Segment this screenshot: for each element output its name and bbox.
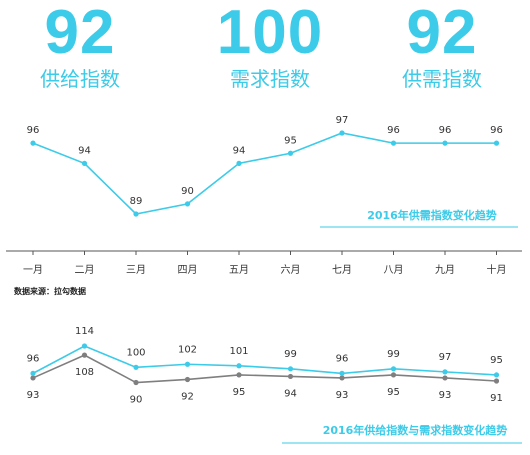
data-point-lower <box>30 375 36 381</box>
data-point <box>81 160 88 166</box>
data-point-lower <box>442 375 448 381</box>
data-point-upper <box>184 361 191 367</box>
data-point <box>287 150 294 156</box>
data-label: 96 <box>387 125 400 136</box>
data-point-upper <box>442 369 448 375</box>
chart-title: 2016年供给指数与需求指数变化趋势 <box>323 423 508 437</box>
data-label-upper: 95 <box>490 355 503 366</box>
data-point-upper <box>287 366 294 372</box>
data-point-lower <box>287 373 294 380</box>
data-label-upper: 96 <box>27 353 40 364</box>
source-note: 数据来源：拉勾数据 <box>14 287 86 296</box>
x-tick-label: 四月 <box>178 264 198 276</box>
supply-demand-index-label: 供需指数 <box>402 67 482 91</box>
data-label-lower: 94 <box>284 388 297 399</box>
x-tick-label: 二月 <box>75 264 95 276</box>
data-label-lower: 90 <box>130 395 143 406</box>
data-point-lower <box>493 378 500 384</box>
data-label-lower: 93 <box>27 390 40 401</box>
data-point-upper <box>81 343 88 349</box>
supply-vs-demand-trend-chart: 93 108 90 92 95 94 93 95 93 91 96 114 100 102 101 99 96 9… <box>27 326 522 444</box>
data-point <box>390 140 397 146</box>
data-label: 96 <box>490 125 503 136</box>
x-tick-label: 六月 <box>281 264 301 276</box>
data-point <box>184 201 191 207</box>
data-label-lower: 108 <box>75 367 94 378</box>
data-point-upper <box>390 366 397 372</box>
data-point-lower <box>133 379 139 386</box>
supply-demand-index-kpi: 92 供需指数 <box>382 0 502 90</box>
data-label: 89 <box>130 196 143 207</box>
data-point-upper <box>30 370 36 376</box>
data-label-upper: 97 <box>439 352 452 363</box>
data-label-upper: 99 <box>284 349 297 360</box>
data-point-lower <box>184 376 191 383</box>
data-point <box>493 140 500 146</box>
x-tick-label: 七月 <box>332 264 352 276</box>
data-label-lower: 92 <box>181 391 194 402</box>
data-label: 95 <box>284 135 297 146</box>
x-tick-label: 九月 <box>435 264 455 276</box>
x-tick-label: 三月 <box>126 264 146 276</box>
data-point-lower <box>236 372 242 378</box>
data-point-lower <box>339 375 345 381</box>
x-tick-label: 八月 <box>384 264 404 276</box>
data-point <box>339 130 345 136</box>
data-label-upper: 96 <box>336 353 349 364</box>
x-tick-label: 五月 <box>229 264 249 276</box>
data-label: 94 <box>233 145 246 156</box>
supply-index-kpi: 92 供给指数 <box>20 0 140 90</box>
supply-index-value: 92 <box>44 0 116 67</box>
chart-title: 2016年供需指数变化趋势 <box>367 208 497 222</box>
series-line <box>32 132 497 215</box>
demand-index-kpi: 100 需求指数 <box>200 0 340 90</box>
data-point-upper <box>236 363 242 369</box>
x-tick-label: 十月 <box>487 263 507 276</box>
data-label: 90 <box>181 186 194 197</box>
data-point-lower <box>81 352 88 358</box>
demand-index-label: 需求指数 <box>230 67 310 91</box>
data-label-lower: 93 <box>336 390 349 401</box>
data-label: 94 <box>78 145 91 156</box>
data-label-lower: 93 <box>439 390 452 401</box>
data-label-upper: 100 <box>126 347 145 358</box>
data-point-upper <box>493 372 500 378</box>
data-point <box>236 160 242 166</box>
data-label-lower: 91 <box>490 393 503 404</box>
data-label-upper: 101 <box>229 346 248 357</box>
data-point-upper <box>339 370 345 376</box>
data-label-upper: 114 <box>75 326 94 337</box>
series-line-lower <box>32 354 497 384</box>
data-point <box>442 140 448 146</box>
data-label-upper: 102 <box>178 344 197 355</box>
demand-index-value: 100 <box>216 0 324 67</box>
data-label: 96 <box>439 125 452 136</box>
supply-demand-index-value: 92 <box>406 0 478 67</box>
data-point <box>30 140 36 146</box>
data-point <box>133 211 139 217</box>
x-tick-label: 一月 <box>23 264 43 276</box>
data-label: 96 <box>27 125 40 136</box>
supply-index-label: 供给指数 <box>40 67 120 91</box>
data-point-upper <box>133 364 139 370</box>
series-line-upper <box>32 345 497 376</box>
data-label-lower: 95 <box>387 387 400 398</box>
data-label-lower: 95 <box>233 387 246 398</box>
data-point-lower <box>390 372 397 378</box>
data-label-upper: 99 <box>387 349 400 360</box>
data-label: 97 <box>336 115 349 126</box>
